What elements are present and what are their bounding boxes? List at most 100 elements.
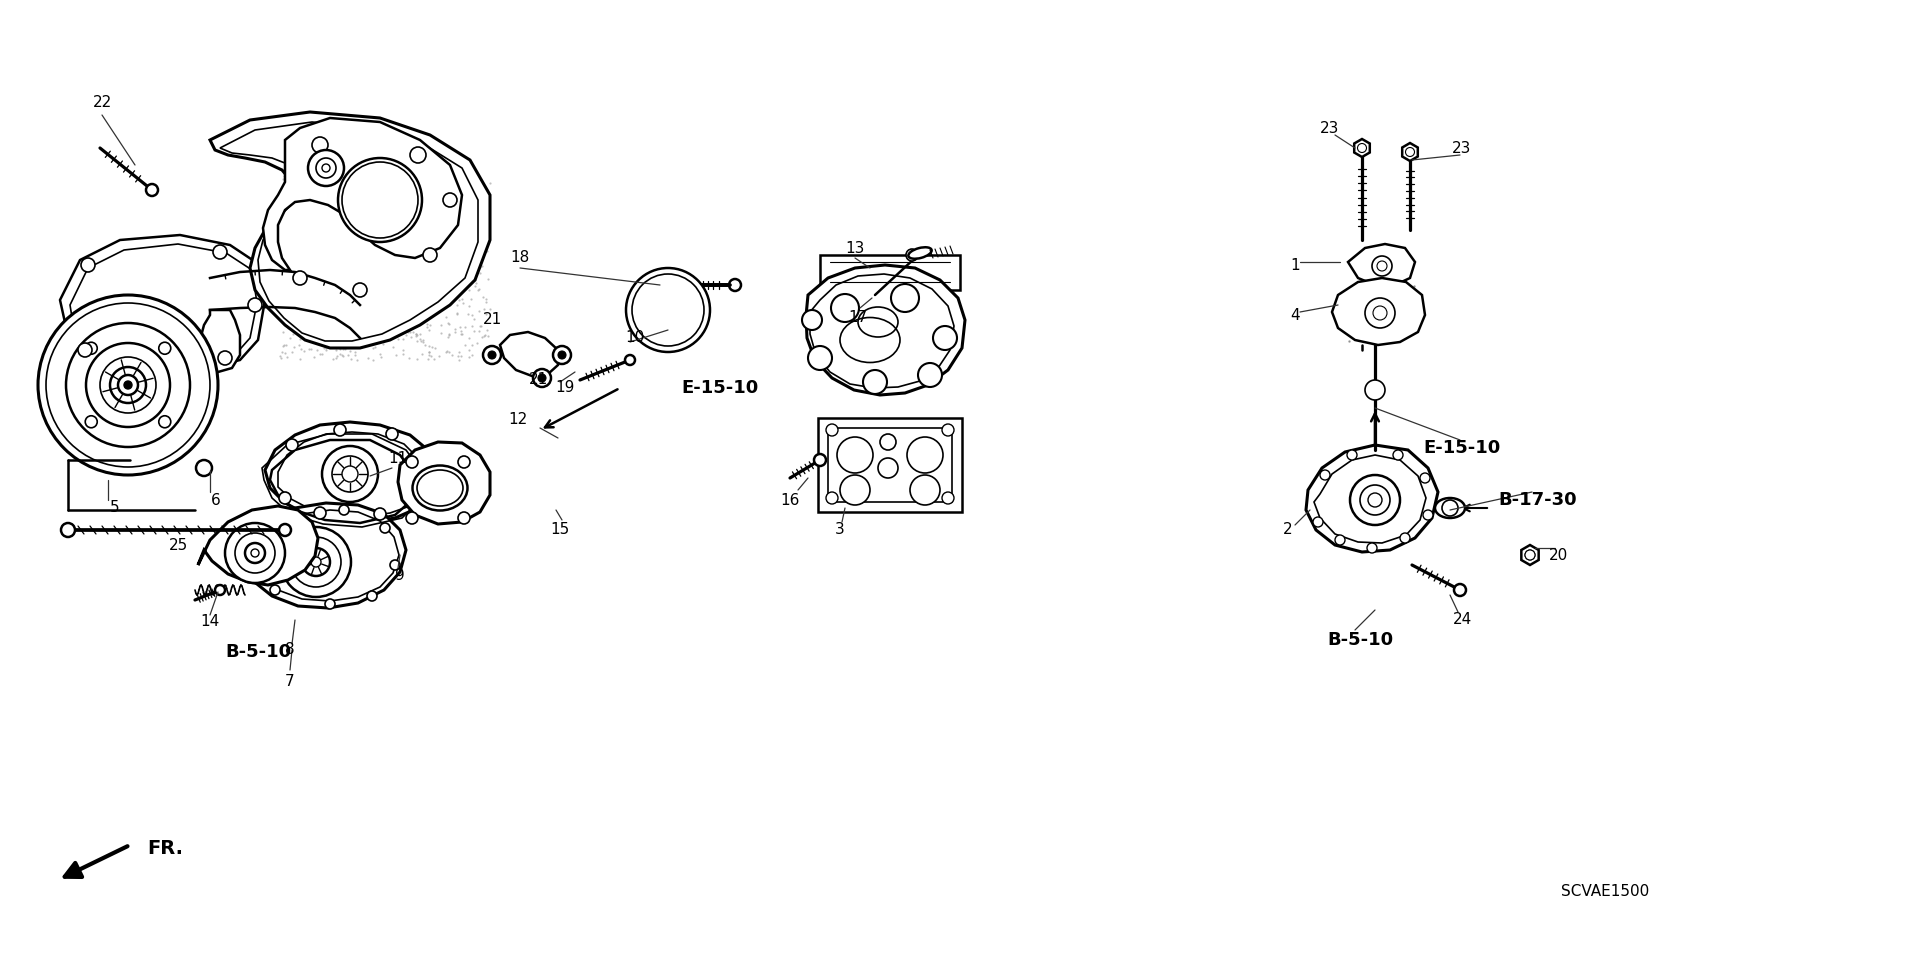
Text: 21: 21 <box>482 312 501 328</box>
Text: 18: 18 <box>511 250 530 265</box>
Circle shape <box>213 245 227 259</box>
Polygon shape <box>820 255 960 290</box>
Text: 17: 17 <box>849 310 868 326</box>
Circle shape <box>1313 517 1323 527</box>
Circle shape <box>459 512 470 524</box>
Circle shape <box>225 523 284 583</box>
Circle shape <box>61 523 75 537</box>
Circle shape <box>342 162 419 238</box>
Circle shape <box>484 346 501 364</box>
Polygon shape <box>200 310 240 372</box>
Text: 5: 5 <box>109 500 119 515</box>
Circle shape <box>405 512 419 524</box>
Polygon shape <box>499 332 559 376</box>
Circle shape <box>862 370 887 394</box>
Circle shape <box>1348 450 1357 460</box>
Circle shape <box>46 303 209 467</box>
Circle shape <box>1373 256 1392 276</box>
Circle shape <box>1365 380 1384 400</box>
Circle shape <box>538 374 545 382</box>
Circle shape <box>417 456 428 468</box>
Ellipse shape <box>413 466 467 511</box>
Text: SCVAE1500: SCVAE1500 <box>1561 884 1649 900</box>
Circle shape <box>353 283 367 297</box>
Circle shape <box>86 343 171 427</box>
Circle shape <box>1421 473 1430 483</box>
Text: 15: 15 <box>551 522 570 537</box>
Circle shape <box>1321 470 1331 480</box>
Circle shape <box>342 466 357 482</box>
Circle shape <box>294 271 307 285</box>
Text: B-17-30: B-17-30 <box>1500 491 1578 509</box>
Circle shape <box>284 509 296 519</box>
Circle shape <box>422 248 438 262</box>
Circle shape <box>877 458 899 478</box>
Text: 25: 25 <box>169 537 188 553</box>
Circle shape <box>311 137 328 153</box>
Circle shape <box>803 310 822 330</box>
Circle shape <box>390 560 399 570</box>
Circle shape <box>317 158 336 178</box>
Circle shape <box>307 150 344 186</box>
Text: 20: 20 <box>1548 548 1567 562</box>
Polygon shape <box>806 265 966 395</box>
Circle shape <box>100 357 156 413</box>
Text: 22: 22 <box>92 95 111 109</box>
Text: 16: 16 <box>780 492 801 508</box>
Circle shape <box>559 351 566 359</box>
Circle shape <box>910 475 941 505</box>
Circle shape <box>234 533 275 573</box>
Circle shape <box>841 475 870 505</box>
Circle shape <box>386 428 397 440</box>
Circle shape <box>1334 535 1346 545</box>
Circle shape <box>215 585 225 595</box>
Circle shape <box>488 351 495 359</box>
Circle shape <box>730 279 741 291</box>
Circle shape <box>109 367 146 403</box>
Circle shape <box>278 524 292 536</box>
Circle shape <box>879 434 897 450</box>
Circle shape <box>1367 543 1377 553</box>
Circle shape <box>444 193 457 207</box>
Circle shape <box>301 548 330 576</box>
Circle shape <box>323 446 378 502</box>
Circle shape <box>943 424 954 436</box>
Circle shape <box>837 437 874 473</box>
Circle shape <box>1359 485 1390 515</box>
Circle shape <box>286 439 298 451</box>
Circle shape <box>311 557 321 567</box>
Polygon shape <box>265 422 436 523</box>
Polygon shape <box>1521 545 1538 565</box>
Circle shape <box>906 437 943 473</box>
Polygon shape <box>1332 278 1425 345</box>
Circle shape <box>65 323 190 447</box>
Circle shape <box>534 369 551 387</box>
Circle shape <box>626 355 636 365</box>
Circle shape <box>292 537 342 587</box>
Polygon shape <box>397 442 490 524</box>
Text: 12: 12 <box>509 413 528 427</box>
Ellipse shape <box>1434 498 1465 518</box>
Text: 3: 3 <box>835 522 845 537</box>
Circle shape <box>1442 500 1457 516</box>
Circle shape <box>278 492 292 504</box>
Circle shape <box>246 543 265 563</box>
Text: 2: 2 <box>1283 522 1292 537</box>
Circle shape <box>918 363 943 387</box>
Circle shape <box>334 424 346 436</box>
Circle shape <box>1367 493 1382 507</box>
Polygon shape <box>60 235 265 370</box>
Circle shape <box>81 258 94 272</box>
Circle shape <box>1404 145 1417 159</box>
Polygon shape <box>1402 143 1417 161</box>
Circle shape <box>826 492 837 504</box>
Circle shape <box>826 424 837 436</box>
Circle shape <box>1423 510 1432 520</box>
Circle shape <box>117 375 138 395</box>
Circle shape <box>252 549 259 557</box>
Text: E-15-10: E-15-10 <box>1423 439 1501 457</box>
Circle shape <box>808 346 831 370</box>
Circle shape <box>84 416 98 428</box>
Circle shape <box>411 147 426 163</box>
Text: 10: 10 <box>626 331 645 346</box>
